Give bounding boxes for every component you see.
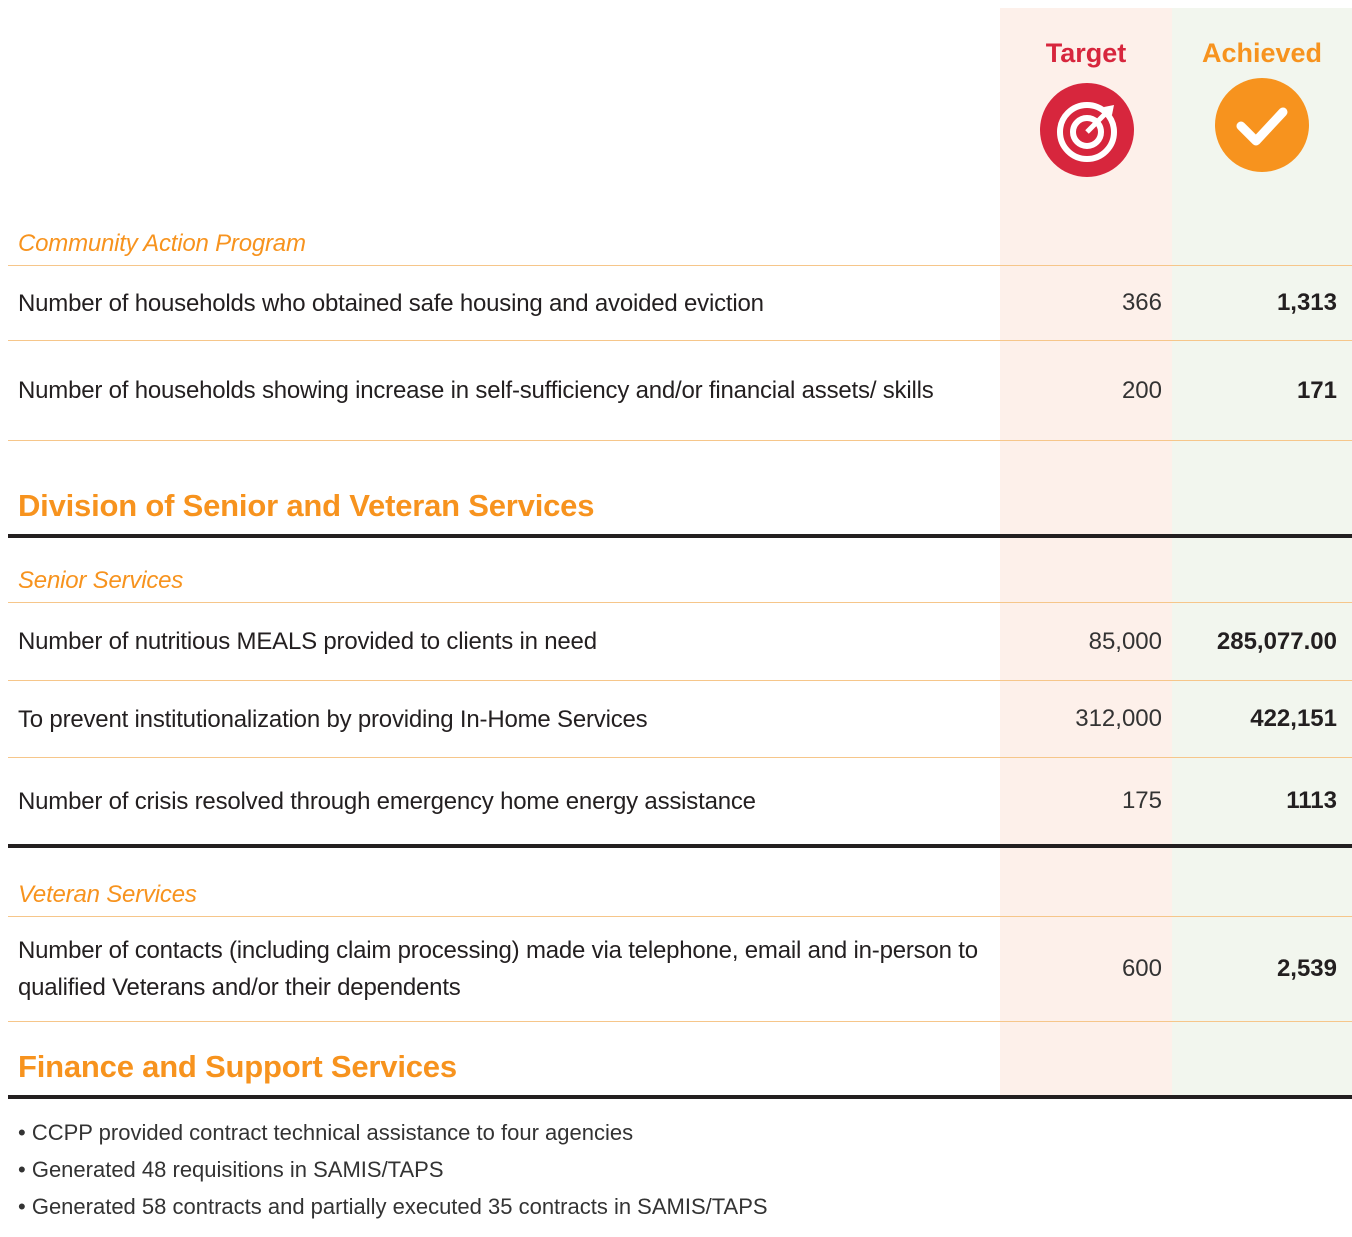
divider: [8, 916, 1352, 917]
divider: [8, 1021, 1352, 1022]
divider: [8, 440, 1352, 441]
divider: [8, 680, 1352, 681]
achieved-value: 1,313: [1276, 289, 1337, 316]
target-value: 200: [1121, 376, 1162, 404]
subsection-label: Community Action Program: [18, 230, 306, 257]
table-row: Number of crisis resolved through emerge…: [0, 758, 1352, 844]
subsection-title: Veteran Services: [0, 873, 1352, 916]
subsection-label: Veteran Services: [18, 881, 197, 908]
section-heading: Division of Senior and Veteran Services: [0, 480, 1352, 530]
achieved-value: 2,539: [1276, 955, 1337, 982]
section-title: Finance and Support Services: [18, 1048, 457, 1084]
table-row: Number of nutritious MEALS provided to c…: [0, 603, 1352, 680]
target-value: 175: [1121, 787, 1162, 814]
target-value: 366: [1121, 289, 1162, 316]
row-label: Number of nutritious MEALS provided to c…: [18, 628, 597, 655]
row-label: Number of crisis resolved through emerge…: [18, 787, 756, 815]
target-icon: [1040, 83, 1134, 177]
section-title: Division of Senior and Veteran Services: [18, 487, 595, 523]
table-row: Number of households who obtained safe h…: [0, 266, 1352, 340]
section-heading: Finance and Support Services: [0, 1041, 1352, 1091]
achieved-value: 285,077.00: [1216, 627, 1337, 655]
achieved-value: 422,151: [1250, 705, 1337, 732]
section-rule: [8, 844, 1352, 848]
achieved-value: 171: [1296, 376, 1337, 404]
achieved-icon: [1215, 78, 1309, 172]
subsection-title: Community Action Program: [0, 222, 1352, 265]
bullet-item: CCPP provided contract technical assista…: [18, 1120, 633, 1146]
section-rule: [8, 1095, 1352, 1099]
achieved-value: 1113: [1286, 787, 1337, 814]
subsection-title: Senior Services: [0, 558, 1352, 602]
row-label: Number of households showing increase in…: [18, 377, 934, 404]
row-label: To prevent institutionalization by provi…: [18, 705, 648, 733]
divider: [8, 340, 1352, 341]
divider: [8, 602, 1352, 603]
target-value: 85,000: [1088, 627, 1162, 655]
row-label: Number of contacts (including claim proc…: [18, 937, 978, 1001]
table-row: Number of contacts (including claim proc…: [0, 917, 1352, 1021]
divider: [8, 757, 1352, 758]
bullet-item: Generated 58 contracts and partially exe…: [18, 1194, 768, 1220]
subsection-label: Senior Services: [18, 566, 184, 594]
table-row: To prevent institutionalization by provi…: [0, 681, 1352, 757]
bullet-item: Generated 48 requisitions in SAMIS/TAPS: [18, 1157, 444, 1183]
target-value: 312,000: [1075, 705, 1162, 732]
target-header: Target: [1045, 38, 1127, 68]
divider: [8, 265, 1352, 266]
row-label: Number of households who obtained safe h…: [18, 289, 764, 317]
table-row: Number of households showing increase in…: [0, 341, 1352, 440]
target-value: 600: [1121, 955, 1162, 982]
achieved-header: Achieved: [1201, 38, 1323, 68]
section-rule: [8, 534, 1352, 538]
